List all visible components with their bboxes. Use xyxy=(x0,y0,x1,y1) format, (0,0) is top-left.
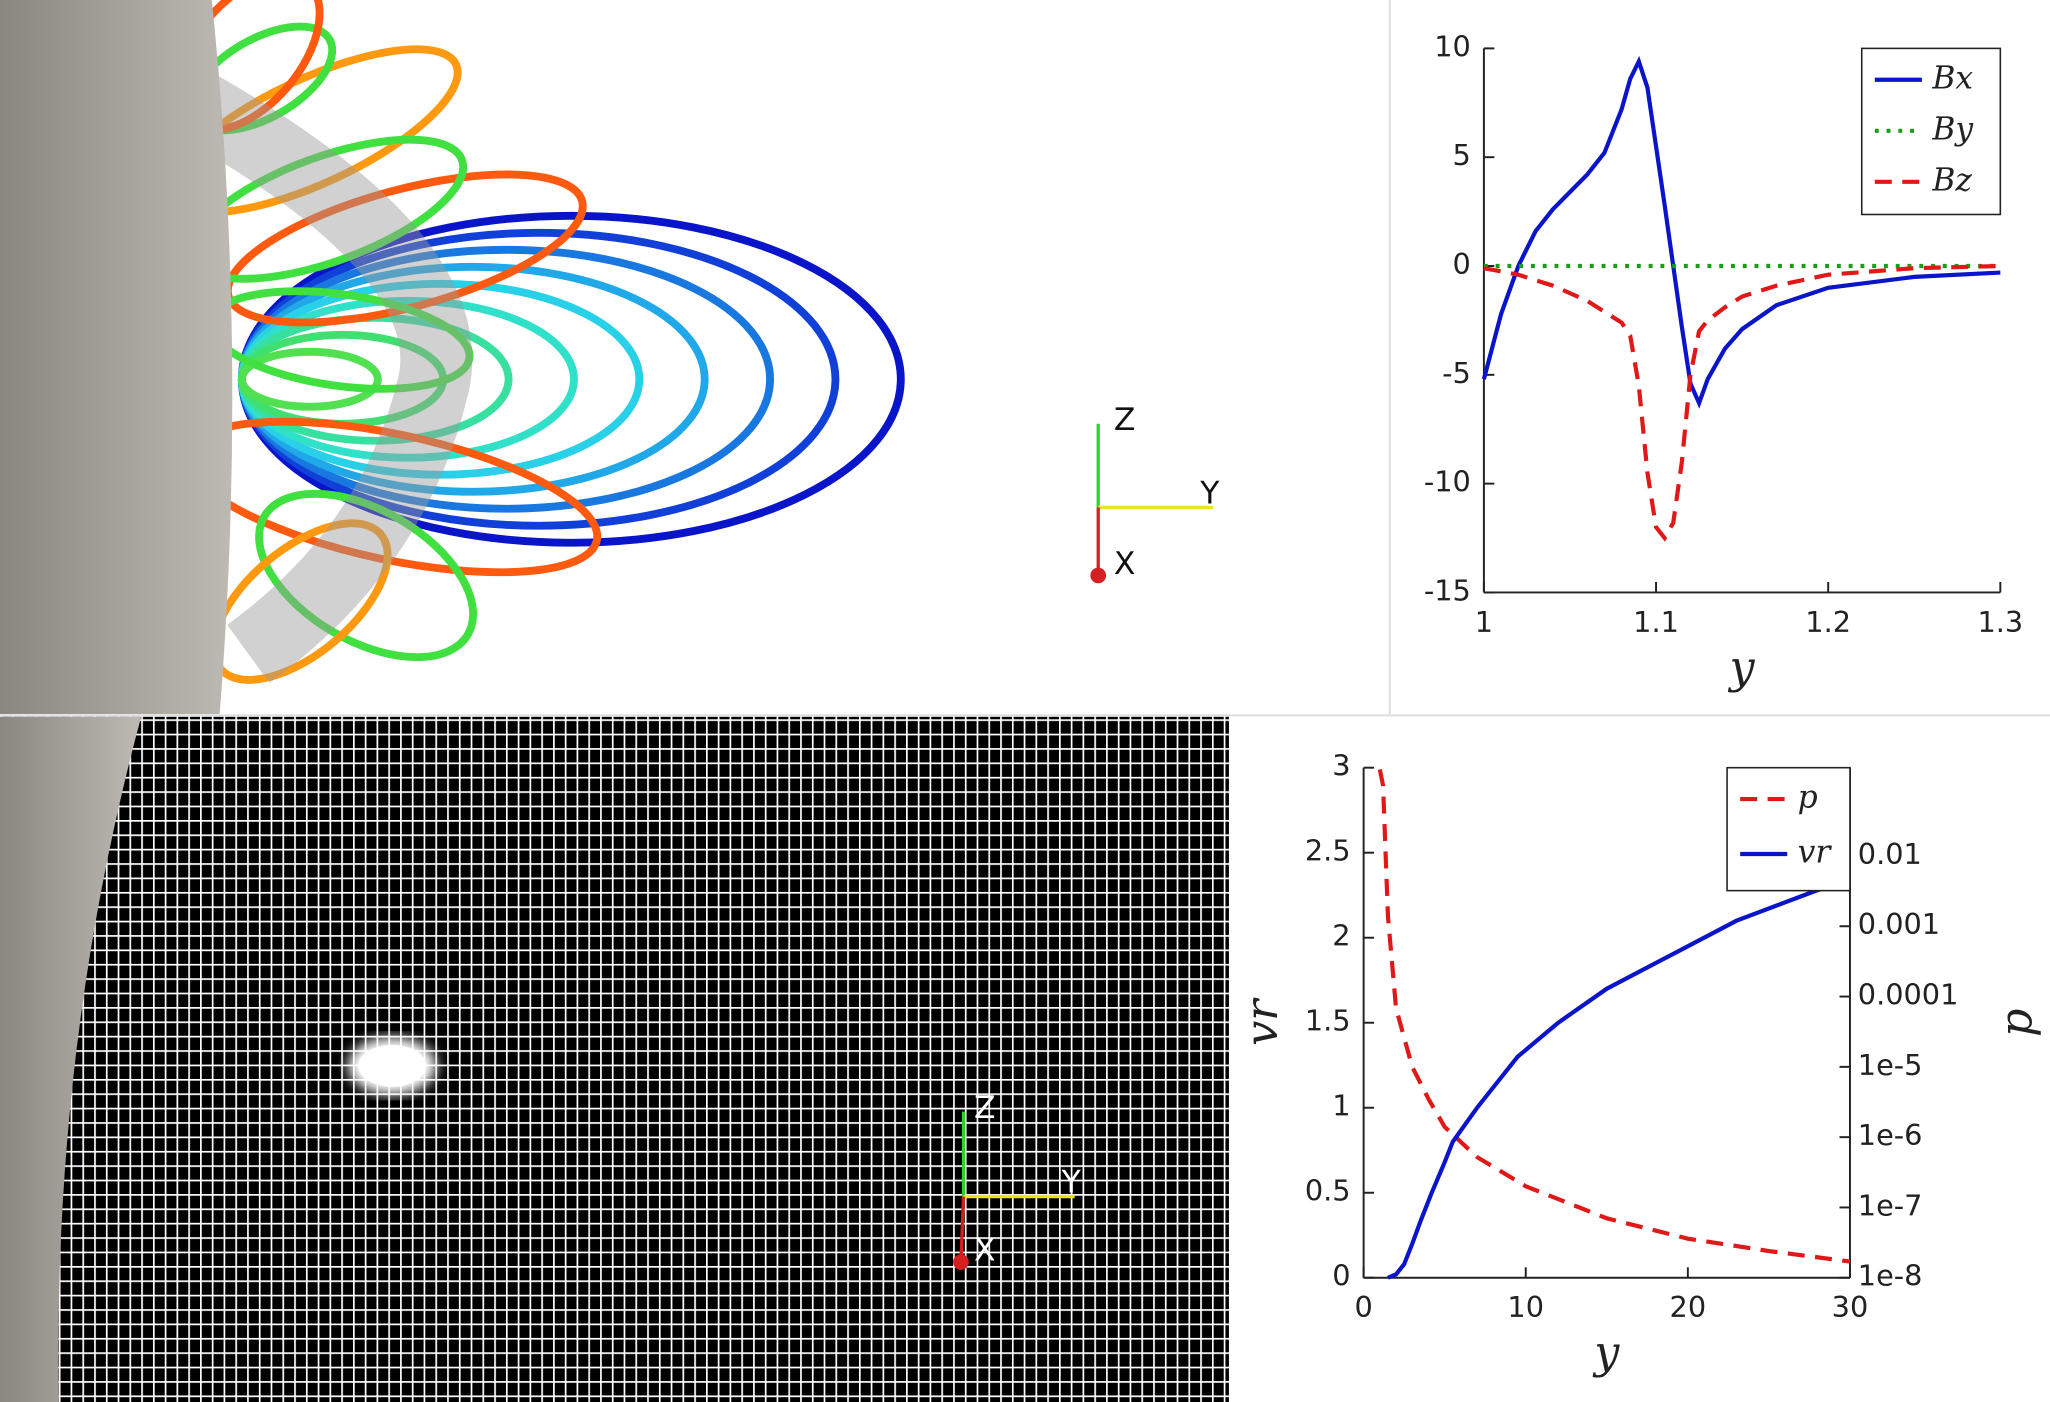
plots: 1 1.1 1.2 1.3 10 5 0 -5 -10 -15 y Bx By Bz 0 10 20 30 0 0.5… xyxy=(1237,29,2042,1378)
series-line xyxy=(1481,55,2001,409)
y-tick-label: -15 xyxy=(1424,573,1471,607)
triad-label: Z xyxy=(974,1090,995,1126)
axis-triad: Z Y X xyxy=(1090,402,1220,584)
y-tick-label: 5 xyxy=(1453,138,1471,172)
y-tick-label: 0.5 xyxy=(1305,1174,1351,1208)
triad-label: Y xyxy=(1199,475,1220,511)
triad-label: X xyxy=(1114,546,1135,582)
y-tick-label: 3 xyxy=(1332,749,1350,783)
y2-tick-label: 1e-8 xyxy=(1858,1259,1923,1293)
x-tick-label: 10 xyxy=(1507,1290,1544,1324)
legend-box xyxy=(1860,47,2002,216)
y2-tick-label: 0.01 xyxy=(1858,837,1922,871)
x-tick-label: 0 xyxy=(1354,1290,1372,1324)
y-tick-label: 1 xyxy=(1332,1089,1350,1123)
field-loop xyxy=(255,489,478,662)
y-tick-label: 1.5 xyxy=(1305,1004,1351,1038)
x-axis-label: y xyxy=(1592,1328,1620,1379)
series-line xyxy=(1387,879,1851,1280)
legend-label: vr xyxy=(1798,835,1833,871)
mesh xyxy=(0,716,1229,1402)
chart: 1 1.1 1.2 1.3 10 5 0 -5 -10 -15 y Bx By Bz xyxy=(1424,29,2023,693)
y2-tick-label: 1e-5 xyxy=(1858,1048,1923,1082)
series-line xyxy=(1483,263,2001,542)
y-tick-label: 2 xyxy=(1332,919,1350,953)
x-tick-label: 1.2 xyxy=(1805,605,1851,639)
legend-label: p xyxy=(1798,780,1818,816)
triad-label: Z xyxy=(1114,402,1135,438)
sphere xyxy=(0,0,233,715)
sphere xyxy=(0,716,142,1402)
triad-x-tip xyxy=(1090,567,1107,584)
axis-triad: Z Y X xyxy=(953,1090,1082,1270)
series-line xyxy=(1377,769,1851,1264)
y2-axis-label: p xyxy=(1991,1008,2042,1036)
legend-label: By xyxy=(1931,111,1974,147)
field-loop xyxy=(237,347,382,411)
x-tick-label: 20 xyxy=(1670,1290,1707,1324)
y-tick-label: 2.5 xyxy=(1305,834,1351,868)
y2-tick-label: 1e-7 xyxy=(1858,1188,1923,1222)
x-tick-label: 1.1 xyxy=(1633,605,1679,639)
x-axis-label: y xyxy=(1728,642,1756,693)
triad-x xyxy=(959,1196,966,1263)
y2-tick-label: 0.0001 xyxy=(1858,978,1959,1012)
triad-label: Y xyxy=(1061,1165,1082,1201)
flux-tube xyxy=(178,73,473,683)
y-tick-label: -10 xyxy=(1424,465,1471,499)
y-tick-label: 0 xyxy=(1332,1259,1350,1293)
chart: 0 10 20 30 0 0.5 1 1.5 2 2.5 3 0.01 0.001 0.0001 1e-5 1… xyxy=(1237,749,2042,1379)
x-tick-label: 1.3 xyxy=(1977,605,2023,639)
x-tick-label: 1 xyxy=(1475,605,1493,639)
triad-label: X xyxy=(974,1233,995,1269)
y2-tick-label: 1e-6 xyxy=(1858,1118,1923,1152)
y2-tick-label: 0.001 xyxy=(1858,907,1940,941)
legend-box xyxy=(1726,766,1851,892)
triad-x-tip xyxy=(953,1254,969,1270)
y-axis-label: vr xyxy=(1237,997,1288,1046)
y-tick-label: 0 xyxy=(1453,247,1471,281)
legend-label: Bz xyxy=(1931,162,1972,198)
legend-label: Bx xyxy=(1931,60,1973,96)
field-line-rendering xyxy=(0,0,905,715)
y-tick-label: 10 xyxy=(1434,29,1471,63)
glow-core xyxy=(358,1044,427,1087)
y-tick-label: -5 xyxy=(1442,356,1471,390)
mesh-rendering xyxy=(0,716,1229,1402)
x-tick-label: 30 xyxy=(1832,1290,1869,1324)
